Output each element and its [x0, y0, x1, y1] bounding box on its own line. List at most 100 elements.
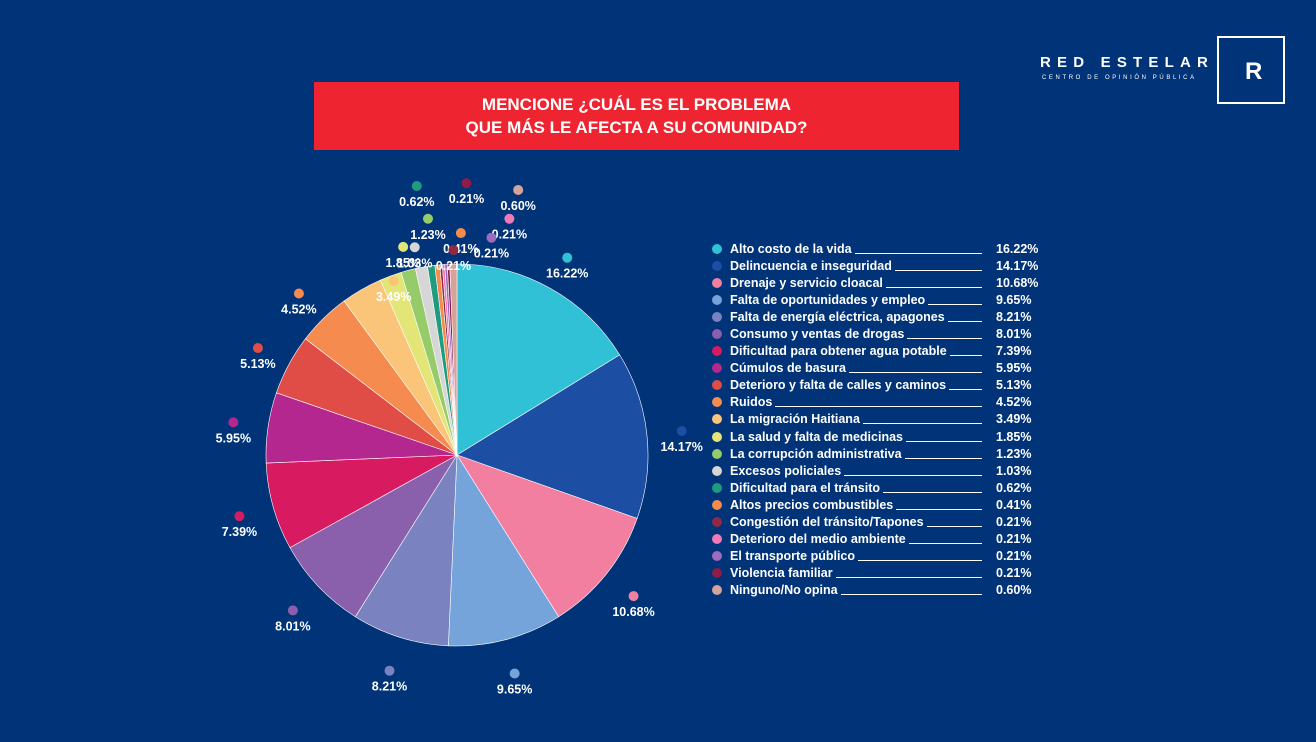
legend-item: Falta de energía eléctrica, apagones 8.21…	[712, 309, 1052, 326]
legend-dot	[712, 482, 722, 493]
label-dot-ninguno-no-opina	[513, 184, 524, 195]
legend-label: Dificultad para obtener agua potable	[730, 343, 950, 360]
legend-label: Delincuencia e inseguridad	[730, 258, 895, 275]
legend-item: La corrupción administrativa 1.23%	[712, 445, 1052, 463]
label-dot-excesos-policiales	[409, 242, 420, 253]
legend-item: Drenaje y servicio cloacal 10.68%	[712, 275, 1052, 292]
chart-title-line-1: MENCIONE ¿CUÁL ES EL PROBLEMA	[481, 95, 792, 114]
legend-item: El transporte público 0.21%	[712, 547, 1052, 565]
label-dot-deterioro-y-falta-de-calles-y-caminos	[252, 343, 263, 354]
legend-dot	[712, 567, 722, 578]
legend-dot	[712, 261, 722, 272]
legend-item: Altos precios combustibles 0.41%	[712, 496, 1052, 514]
legend-leader-line	[730, 253, 982, 254]
legend-dot	[712, 584, 722, 595]
legend-value: 9.65%	[996, 293, 1032, 308]
legend-dot	[712, 499, 722, 510]
legend-leader-line	[730, 593, 982, 595]
pie-slice-falta-de-oportunidades-y-empleo	[448, 454, 560, 647]
legend-value: 1.03%	[996, 463, 1032, 478]
legend-dot	[712, 329, 722, 340]
data-label-el-transporte-publico: 0.21%	[474, 247, 509, 261]
legend-leader-line	[730, 372, 982, 374]
legend-value: 0.41%	[996, 497, 1032, 512]
legend-item: Consumo y ventas de drogas 8.01%	[712, 326, 1052, 343]
label-dot-delincuencia-e-inseguridad	[676, 425, 687, 436]
legend-label: Deterioro y falta de calles y caminos	[730, 377, 950, 394]
legend-dot	[712, 295, 722, 306]
legend-item: Alto costo de la vida 16.22%	[712, 241, 1052, 258]
pie-slice-drenaje-y-servicio-cloacal	[456, 454, 638, 618]
data-label-la-migracion-haitiana: 3.49%	[376, 290, 411, 304]
legend-item: Delincuencia e inseguridad 14.17%	[712, 258, 1052, 275]
legend-value: 5.95%	[996, 361, 1032, 376]
data-label-dificultad-para-obtener-agua-potable: 7.39%	[222, 525, 257, 539]
data-label-ruidos: 4.52%	[281, 302, 316, 316]
brand-mark-letter: R	[1245, 58, 1263, 85]
legend-item: Deterioro y falta de calles y caminos 5.1…	[712, 377, 1052, 394]
brand-subtitle: CENTRO DE OPINIÓN PÚBLICA	[1042, 75, 1197, 81]
data-label-delincuencia-e-inseguridad: 14.17%	[661, 440, 703, 454]
legend-leader-line	[730, 474, 982, 476]
label-dot-dificultad-para-el-transito	[411, 180, 422, 191]
data-label-drenaje-y-servicio-cloacal: 10.68%	[612, 605, 654, 619]
legend-dot	[712, 346, 722, 357]
legend-value: 7.39%	[996, 344, 1032, 359]
legend-label: Ninguno/No opina	[730, 581, 841, 598]
data-label-cumulos-de-basura: 5.95%	[216, 431, 251, 445]
data-label-deterioro-y-falta-de-calles-y-caminos: 5.13%	[240, 357, 275, 371]
legend-label: La corrupción administrativa	[730, 445, 905, 462]
legend-value: 0.21%	[996, 514, 1032, 529]
legend-item: Cúmulos de basura 5.95%	[712, 360, 1052, 377]
legend-label: La salud y falta de medicinas	[730, 428, 906, 445]
legend-item: La salud y falta de medicinas 1.85%	[712, 428, 1052, 446]
legend-value: 10.68%	[996, 276, 1039, 291]
label-dot-consumo-y-ventas-de-drogas	[287, 605, 298, 616]
legend-leader-line	[730, 406, 982, 408]
chart-title-line-2: QUE MÁS LE AFECTA A SU COMUNIDAD?	[465, 118, 808, 137]
label-dot-ruidos	[293, 288, 304, 299]
legend-item: Dificultad para obtener agua potable 7.39…	[712, 343, 1052, 360]
data-label-la-salud-y-falta-de-medicinas: 1.85%	[385, 256, 420, 270]
legend-label: Violencia familiar	[730, 564, 836, 581]
legend-label: Drenaje y servicio cloacal	[730, 275, 886, 292]
legend-value: 14.17%	[996, 259, 1039, 274]
legend-value: 4.52%	[996, 395, 1032, 410]
legend-label: La migración Haitiana	[730, 411, 863, 428]
legend-item: La migración Haitiana 3.49%	[712, 411, 1052, 428]
legend-label: Cúmulos de basura	[730, 360, 849, 377]
label-dot-la-salud-y-falta-de-medicinas	[398, 241, 409, 252]
data-label-falta-de-energia-electrica-apagones: 8.21%	[372, 680, 407, 694]
legend-value: 8.21%	[996, 310, 1032, 325]
legend-value: 0.60%	[996, 582, 1032, 597]
brand-mark-box: R	[1217, 36, 1285, 104]
legend-dot	[712, 465, 722, 476]
legend-value: 0.21%	[996, 531, 1032, 546]
legend-label: Excesos policiales	[730, 462, 845, 479]
data-label-excesos-policiales: 1.03%	[397, 256, 432, 270]
label-dot-la-corrupcion-administrativa	[422, 213, 433, 224]
label-dot-violencia-familiar	[461, 178, 472, 189]
legend-leader-line	[730, 576, 982, 578]
pie-slice-alto-costo-de-la-vida	[456, 263, 621, 456]
label-dot-dificultad-para-obtener-agua-potable	[234, 511, 245, 522]
brand-name: RED ESTELAR	[1040, 54, 1215, 71]
legend-value: 0.21%	[996, 565, 1032, 580]
pie-slice-delincuencia-e-inseguridad	[456, 354, 649, 519]
chart-legend: Alto costo de la vida 16.22% Delincuencia …	[712, 241, 1052, 599]
legend-dot	[712, 397, 722, 408]
label-dot-altos-precios-combustibles	[455, 228, 466, 239]
legend-dot	[712, 244, 722, 254]
legend-item: Violencia familiar 0.21%	[712, 564, 1052, 582]
legend-dot	[712, 550, 722, 561]
legend-dot	[712, 363, 722, 374]
legend-dot	[712, 516, 722, 527]
legend-value: 1.85%	[996, 429, 1032, 444]
legend-label: Congestión del tránsito/Tapones	[730, 513, 927, 530]
legend-item: Ninguno/No opina 0.60%	[712, 581, 1052, 599]
data-label-falta-de-oportunidades-y-empleo: 9.65%	[497, 683, 532, 697]
legend-dot	[712, 312, 722, 323]
label-dot-drenaje-y-servicio-cloacal	[628, 591, 639, 602]
legend-label: Dificultad para el tránsito	[730, 479, 884, 496]
